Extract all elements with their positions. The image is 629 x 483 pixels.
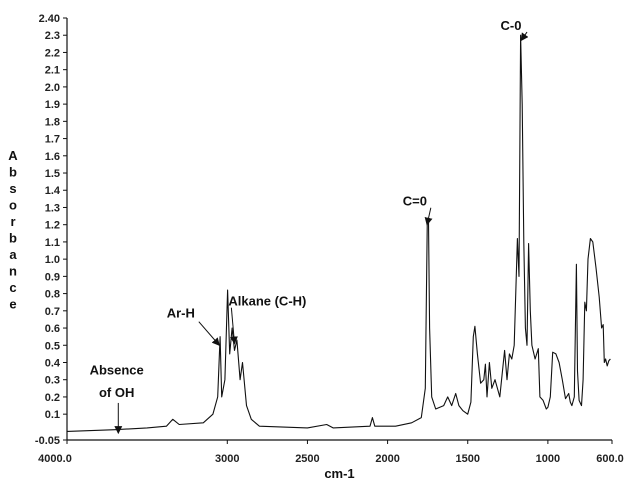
annotation-arrow — [229, 307, 238, 345]
y-ticks: 2.40 2.3 2.2 2.1 2.0 1.9 1.8 1.7 1.6 1.5 1.4 1.3 1.2… — [35, 13, 67, 447]
y-tick-label: 0.3 — [45, 375, 60, 387]
y-axis-label-letter: o — [9, 198, 17, 213]
x-tick-label: 600.0 — [596, 453, 624, 465]
y-axis-label-letter: b — [9, 231, 17, 246]
y-tick-label: 2.0 — [45, 82, 60, 94]
x-tick-label: 1000 — [536, 453, 560, 465]
y-axis-label-letter: a — [9, 247, 17, 262]
x-tick-label: 4000.0 — [38, 453, 72, 465]
y-axis-label-letter: r — [10, 214, 15, 229]
y-tick-label: 1.5 — [45, 168, 60, 180]
y-tick-label: -0.05 — [35, 435, 60, 447]
y-tick-label: 1.8 — [45, 116, 60, 128]
y-tick-label: 0.1 — [45, 409, 60, 421]
annotation-label: C=0 — [403, 194, 427, 209]
x-ticks: 4000.0 3000 2500 2000 1500 1000 600.0 — [38, 440, 624, 465]
axes — [66, 18, 612, 441]
y-tick-label: 0.7 — [45, 306, 60, 318]
x-axis-label: cm-1 — [324, 466, 354, 481]
y-axis-label-letter: c — [9, 280, 16, 295]
y-tick-label: 1.9 — [45, 99, 60, 111]
y-tick-label: 0.6 — [45, 323, 60, 335]
spectrum-line — [66, 34, 611, 432]
annotation-label: Alkane (C-H) — [228, 294, 306, 309]
y-tick-label: 2.2 — [45, 47, 60, 59]
y-tick-label: 1.6 — [45, 151, 60, 163]
y-tick-label: 2.40 — [39, 13, 60, 25]
annotation-arrow — [520, 31, 529, 42]
annotation-label: C-0 — [501, 18, 522, 33]
y-axis-label-letter: A — [8, 148, 18, 163]
annotation-arrow — [198, 321, 220, 347]
y-axis-label-letter: e — [9, 297, 16, 312]
annotation-arrow — [424, 207, 433, 226]
y-axis-label-letter: s — [9, 181, 16, 196]
y-axis-label-letter: b — [9, 165, 17, 180]
y-tick-label: 1.1 — [45, 237, 60, 249]
y-tick-label: 0.9 — [45, 271, 60, 283]
y-tick-label: 1.0 — [45, 254, 60, 266]
y-tick-label: 0.4 — [45, 357, 61, 369]
y-tick-label: 0.8 — [45, 289, 60, 301]
y-tick-label: 1.2 — [45, 220, 60, 232]
x-tick-label: 1500 — [455, 453, 479, 465]
x-tick-label: 2500 — [295, 453, 319, 465]
annotation-label: of OH — [99, 385, 134, 400]
y-tick-label: 2.3 — [45, 30, 60, 42]
y-axis-label-letter: n — [9, 264, 17, 279]
y-tick-label: 0.5 — [45, 340, 60, 352]
x-tick-label: 3000 — [215, 453, 239, 465]
annotation-label: Absence — [90, 363, 144, 378]
y-tick-label: 1.4 — [45, 185, 61, 197]
y-tick-label: 1.3 — [45, 202, 60, 214]
y-tick-label: 2.1 — [45, 65, 60, 77]
x-tick-label: 2000 — [375, 453, 399, 465]
annotation-label: Ar-H — [167, 306, 195, 321]
annotations: C-0 C=0 Ar-H Alkane (C-H) Absence of OH — [90, 18, 529, 435]
y-tick-label: 1.7 — [45, 134, 60, 146]
y-tick-label: 0.2 — [45, 392, 60, 404]
